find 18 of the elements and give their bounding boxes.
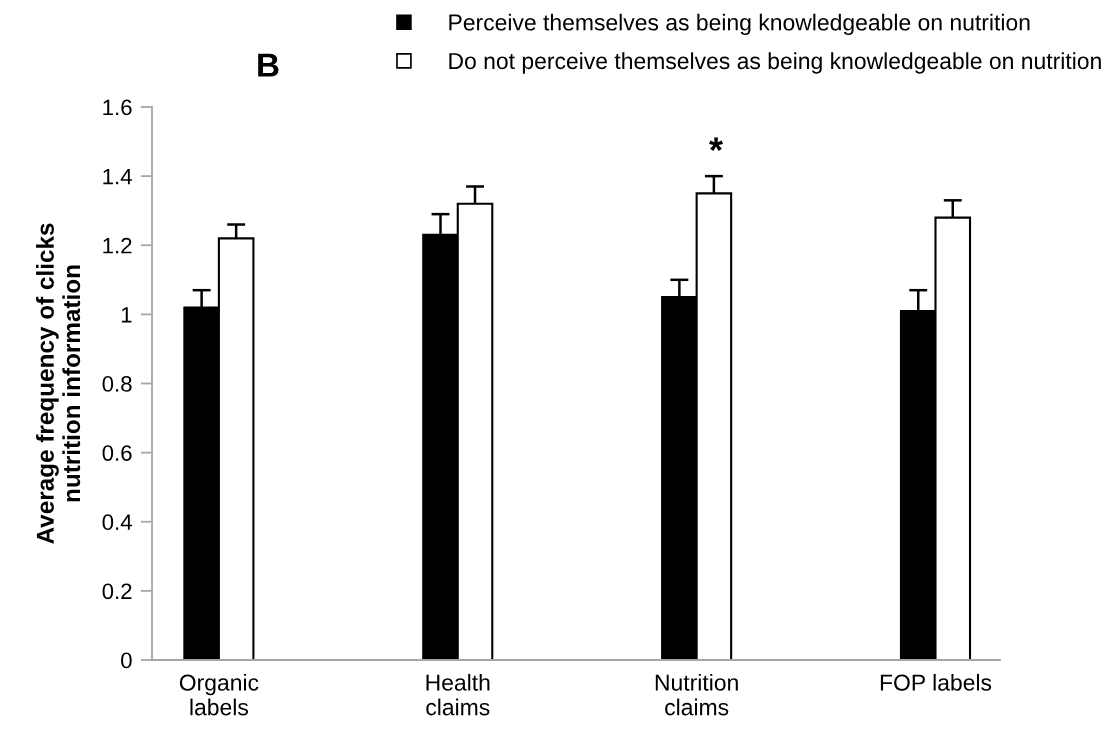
y-tick-label: 0.4 [102, 514, 132, 531]
legend-label: Do not perceive themselves as being knowledgeable on nutrition [449, 52, 1101, 74]
x-tick-label: Nutrition claims [655, 673, 738, 716]
y-axis-title: Average frequency of clicks nutrition information [36, 223, 81, 544]
chart-title: B [258, 53, 279, 77]
x-tick-label: Health claims [426, 673, 490, 716]
y-tick-label: 1.6 [103, 99, 132, 116]
y-tick-label: 0.6 [102, 445, 132, 461]
y-tick-label: 1.4 [103, 168, 132, 185]
y-tick-label: 1 [121, 307, 132, 323]
y-tick-label: 0.8 [102, 376, 132, 392]
x-tick-label: Organic labels [179, 673, 259, 716]
y-tick-label: 0 [121, 652, 132, 669]
y-tick-label: 1.2 [103, 237, 132, 254]
legend-label: Perceive themselves as being knowledgeable on nutrition [449, 13, 1030, 36]
annotation: * [709, 137, 723, 151]
y-tick-label: 0.2 [102, 583, 132, 600]
x-tick-label: FOP labels [880, 673, 992, 691]
